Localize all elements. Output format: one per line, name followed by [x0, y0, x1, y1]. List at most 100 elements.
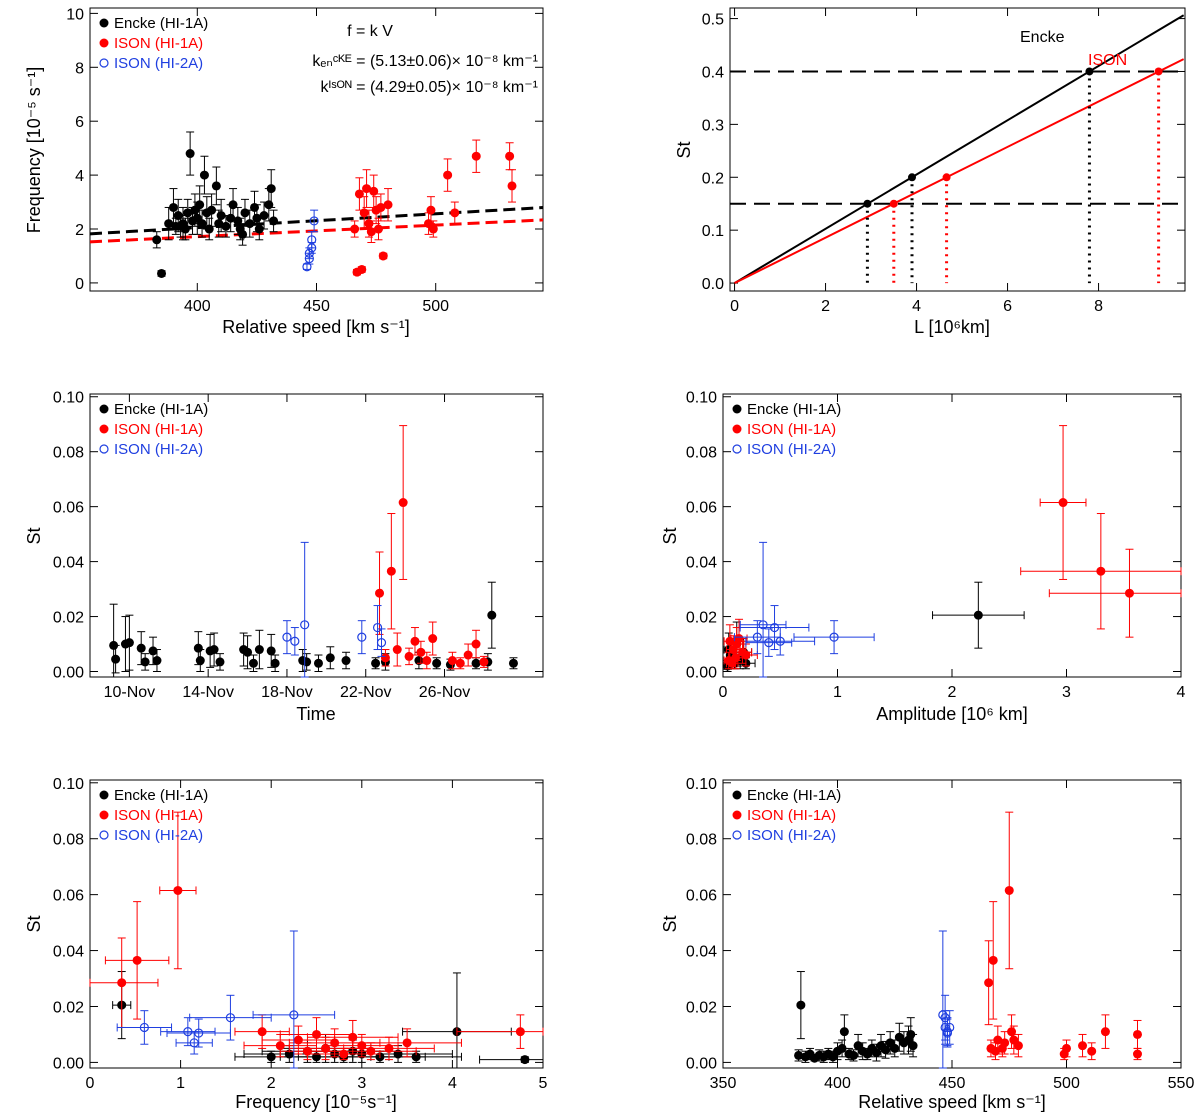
data-point	[302, 262, 312, 272]
data-point	[207, 205, 217, 215]
data-point	[275, 1041, 285, 1051]
y-tick-label: 0.3	[702, 117, 724, 134]
legend-marker	[732, 830, 742, 840]
legend-label: ISON (HI-2A)	[747, 441, 836, 458]
data-point	[764, 638, 774, 648]
label-ison: ISON	[1088, 52, 1127, 69]
data-point	[373, 224, 383, 234]
x-tick-label: 500	[1053, 1075, 1080, 1092]
data-point	[366, 1046, 376, 1056]
data-point	[330, 1038, 340, 1048]
panel-st-vs-length: 0 2 4 6 8 0.0 0.1 0.2 0.3 0.4 0.5 Encke ISON L [10…	[674, 7, 1186, 337]
y-axis-label: St	[660, 915, 680, 932]
plot-marks: 0 2 4 6 8 0.0 0.1 0.2 0.3 0.4 0.5	[702, 8, 1185, 315]
data-point	[209, 645, 219, 655]
data-point	[211, 181, 221, 191]
x-tick-label: 3	[1062, 684, 1071, 701]
x-tick-label: 14-Nov	[182, 684, 234, 701]
plot-marks: 350 400 450 500 550 0.00 0.02 0.04 0.06 0.08 0.10 E…	[686, 776, 1195, 1092]
data-point	[341, 656, 351, 666]
x-tick-label: 10-Nov	[104, 684, 156, 701]
legend-marker	[99, 424, 109, 434]
y-tick-label: 0.06	[53, 500, 84, 517]
data-point	[471, 658, 481, 668]
data-point	[152, 656, 162, 666]
data-point	[111, 654, 121, 664]
y-tick-label: 0.4	[702, 64, 724, 81]
y-tick-label: 0.10	[686, 390, 717, 407]
legend-label: ISON (HI-1A)	[747, 421, 836, 438]
y-tick-label: 0.02	[53, 999, 84, 1016]
data-point	[193, 643, 203, 653]
legend-label: ISON (HI-2A)	[114, 55, 203, 72]
data-point	[290, 636, 300, 646]
x-tick-label: 450	[939, 1075, 966, 1092]
data-point	[136, 643, 146, 653]
y-tick-label: 0.04	[53, 944, 84, 961]
data-point	[942, 173, 951, 182]
data-point	[443, 170, 453, 180]
y-tick-label: 0.06	[53, 888, 84, 905]
label-encke: Encke	[1020, 29, 1065, 46]
data-point	[1154, 67, 1163, 76]
data-point	[471, 639, 481, 649]
data-point	[185, 149, 195, 159]
y-tick-label: 0.00	[686, 665, 717, 682]
data-point	[520, 1055, 530, 1065]
data-point	[266, 1052, 276, 1062]
data-point	[369, 186, 379, 196]
data-point	[455, 658, 465, 668]
plot-marks: 0 1 2 3 4 5 0.00 0.02 0.04 0.06 0.08 0.10 Encke (HI-…	[53, 776, 548, 1092]
x-tick-label: 400	[184, 298, 211, 315]
x-tick-label: 6	[1003, 298, 1012, 315]
y-tick-label: 8	[75, 60, 84, 77]
data-point	[428, 224, 438, 234]
y-axis-label: St	[24, 527, 44, 544]
x-tick-label: 2	[267, 1075, 276, 1092]
y-tick-label: 0.00	[686, 1055, 717, 1072]
data-point	[348, 1032, 358, 1042]
data-point	[357, 632, 367, 642]
legend-marker	[732, 404, 742, 414]
x-tick-label: 1	[176, 1075, 185, 1092]
data-point	[410, 636, 420, 646]
data-point	[293, 1035, 303, 1045]
y-tick-label: 0.02	[686, 999, 717, 1016]
data-point	[289, 1010, 299, 1020]
data-point	[376, 202, 386, 212]
x-tick-label: 350	[710, 1075, 737, 1092]
data-point	[515, 1027, 525, 1037]
y-tick-label: 0.00	[53, 665, 84, 682]
data-point	[139, 1022, 149, 1033]
data-point	[325, 653, 335, 663]
legend-marker	[99, 38, 109, 48]
data-point	[152, 235, 162, 245]
legend-label: ISON (HI-1A)	[747, 807, 836, 824]
data-point	[375, 588, 385, 598]
data-point	[248, 658, 258, 668]
data-point	[339, 1049, 349, 1059]
x-tick-label: 2	[821, 298, 830, 315]
data-point	[881, 1045, 891, 1055]
data-point	[984, 978, 994, 988]
st-line	[734, 14, 1185, 284]
x-tick-label: 0	[719, 684, 728, 701]
y-tick-label: 0.10	[686, 776, 717, 793]
y-tick-label: 0.06	[686, 888, 717, 905]
legend-label: ISON (HI-1A)	[114, 421, 203, 438]
data-point	[829, 632, 839, 642]
data-point	[1085, 67, 1094, 76]
data-point	[176, 221, 186, 231]
data-point	[1004, 885, 1014, 895]
data-point	[752, 632, 762, 642]
data-point	[732, 639, 742, 649]
data-point	[307, 235, 317, 245]
data-point	[384, 1043, 394, 1053]
y-tick-label: 4	[75, 168, 84, 185]
data-point	[471, 151, 481, 161]
data-point	[487, 610, 497, 620]
legend-marker	[99, 830, 109, 840]
data-point	[973, 610, 983, 620]
data-point	[393, 1049, 403, 1059]
legend-label: Encke (HI-1A)	[114, 401, 208, 418]
